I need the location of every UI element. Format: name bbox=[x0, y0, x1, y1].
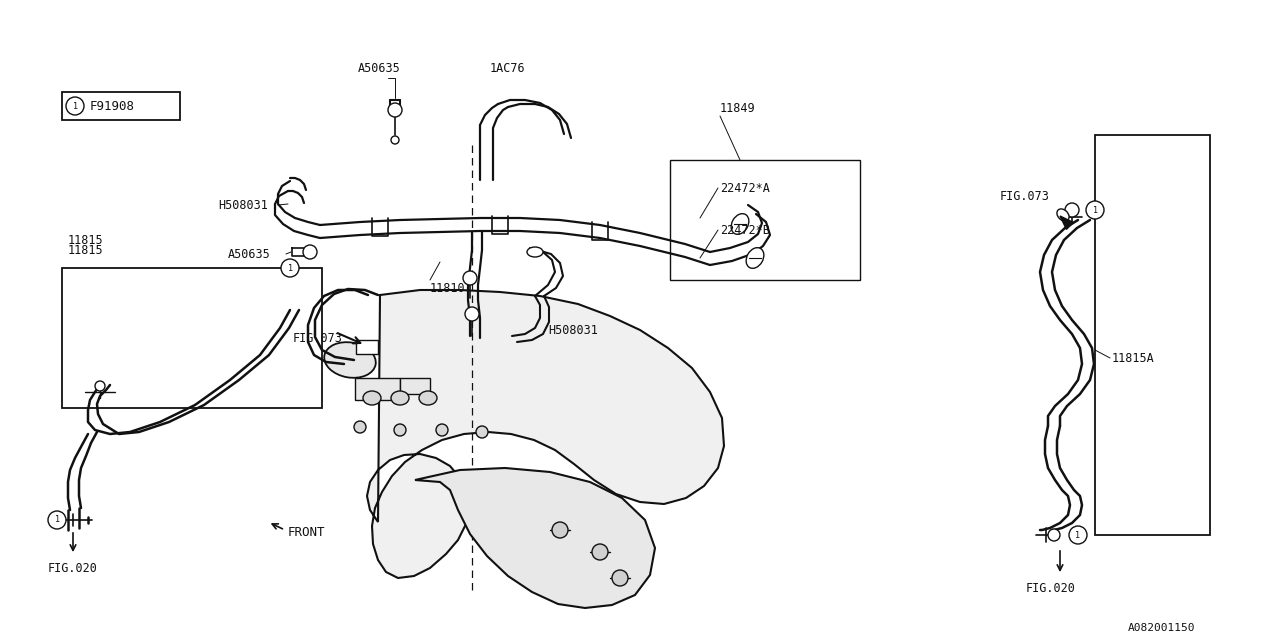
Ellipse shape bbox=[419, 391, 436, 405]
Circle shape bbox=[593, 544, 608, 560]
Bar bbox=[401, 378, 430, 394]
Text: F91908: F91908 bbox=[90, 99, 134, 113]
Bar bbox=[355, 378, 401, 400]
Text: FIG.020: FIG.020 bbox=[1027, 582, 1076, 595]
Text: 11810: 11810 bbox=[430, 282, 466, 294]
Polygon shape bbox=[367, 290, 724, 578]
Bar bbox=[669, 160, 860, 280]
Text: 1: 1 bbox=[73, 102, 78, 111]
Text: H508031: H508031 bbox=[218, 198, 268, 211]
Text: FRONT: FRONT bbox=[288, 525, 325, 538]
Circle shape bbox=[67, 97, 84, 115]
Bar bbox=[61, 92, 180, 120]
Circle shape bbox=[282, 259, 300, 277]
Circle shape bbox=[1069, 526, 1087, 544]
Circle shape bbox=[1085, 201, 1103, 219]
Ellipse shape bbox=[364, 391, 381, 405]
Circle shape bbox=[394, 424, 406, 436]
Circle shape bbox=[95, 381, 105, 391]
Text: H508031: H508031 bbox=[548, 323, 598, 337]
Text: A082001150: A082001150 bbox=[1128, 623, 1196, 633]
Circle shape bbox=[463, 271, 477, 285]
Text: 1: 1 bbox=[1093, 205, 1097, 214]
Text: 11815: 11815 bbox=[68, 243, 104, 257]
Ellipse shape bbox=[731, 214, 749, 234]
Text: 1: 1 bbox=[55, 515, 59, 525]
Circle shape bbox=[465, 307, 479, 321]
Text: 11849: 11849 bbox=[721, 102, 755, 115]
Circle shape bbox=[303, 245, 317, 259]
Circle shape bbox=[390, 136, 399, 144]
Text: FIG.073: FIG.073 bbox=[293, 332, 343, 344]
Text: 1: 1 bbox=[288, 264, 293, 273]
Circle shape bbox=[49, 511, 67, 529]
Text: 11815: 11815 bbox=[68, 234, 104, 246]
Bar bbox=[356, 340, 378, 354]
Text: A50635: A50635 bbox=[228, 248, 271, 260]
Circle shape bbox=[436, 424, 448, 436]
Circle shape bbox=[1048, 529, 1060, 541]
Ellipse shape bbox=[527, 247, 543, 257]
Text: FIG.073: FIG.073 bbox=[1000, 189, 1050, 202]
Polygon shape bbox=[1060, 216, 1074, 229]
Circle shape bbox=[552, 522, 568, 538]
Bar bbox=[61, 268, 323, 408]
Polygon shape bbox=[415, 468, 655, 608]
Circle shape bbox=[612, 570, 628, 586]
Circle shape bbox=[476, 426, 488, 438]
Circle shape bbox=[388, 103, 402, 117]
Text: A50635: A50635 bbox=[358, 61, 401, 74]
Text: 22472*B: 22472*B bbox=[721, 223, 769, 237]
Text: 1: 1 bbox=[1075, 531, 1080, 540]
Ellipse shape bbox=[1057, 209, 1069, 221]
Ellipse shape bbox=[390, 391, 410, 405]
Text: 1AC76: 1AC76 bbox=[490, 61, 526, 74]
Bar bbox=[1094, 135, 1210, 535]
Ellipse shape bbox=[324, 342, 376, 378]
Text: FIG.020: FIG.020 bbox=[49, 561, 97, 575]
Ellipse shape bbox=[746, 248, 764, 268]
Text: 11815A: 11815A bbox=[1112, 351, 1155, 365]
Circle shape bbox=[355, 421, 366, 433]
Text: 22472*A: 22472*A bbox=[721, 182, 769, 195]
Circle shape bbox=[1065, 203, 1079, 217]
